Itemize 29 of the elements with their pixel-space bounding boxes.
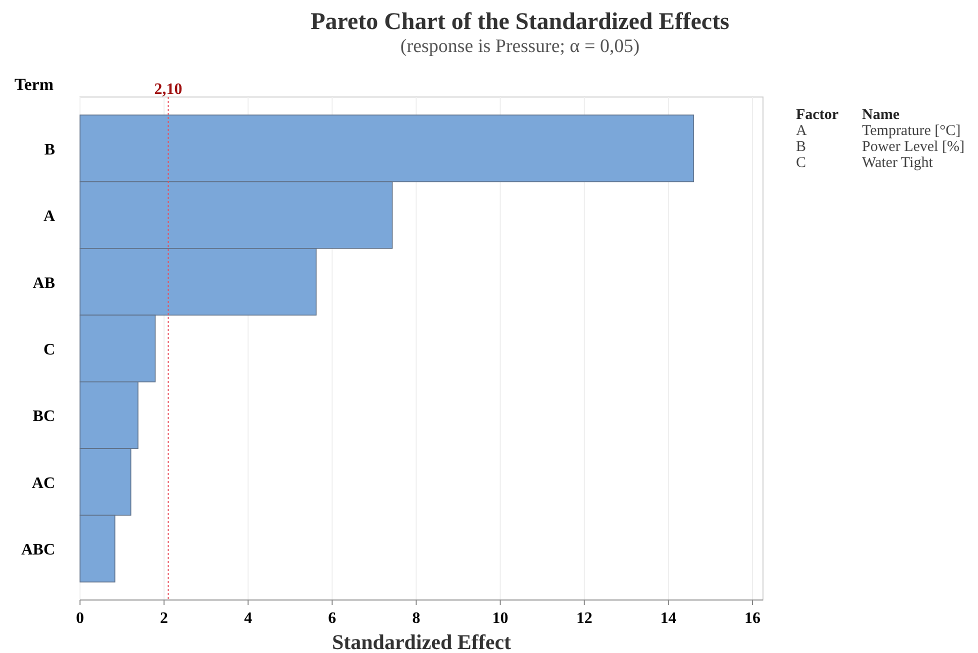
text: Temprature [°C] — [862, 123, 961, 139]
y-tick-label: AB — [32, 274, 56, 292]
y-tick-label: ABC — [21, 542, 55, 559]
y-axis-title: Term — [14, 75, 54, 94]
x-tick-label: 16 — [744, 610, 760, 627]
x-tick-label: 12 — [576, 610, 592, 627]
y-tick-label: BC — [32, 408, 55, 426]
y-tick-label: A — [43, 208, 56, 226]
ref-line-label: 2,10 — [154, 81, 182, 98]
x-tick-label: 8 — [412, 610, 420, 627]
x-tick-label: 4 — [244, 610, 252, 627]
chart-subtitle: (response is Pressure; α = 0,05) — [400, 36, 640, 57]
text: Water Tight — [862, 155, 934, 171]
chart-title: Pareto Chart of the Standardized Effects — [310, 9, 730, 35]
text: C — [796, 155, 806, 171]
text: Factor — [796, 107, 839, 123]
y-tick-label: AC — [32, 474, 55, 492]
x-tick-label: 2 — [160, 610, 168, 627]
x-tick-label: 6 — [328, 610, 336, 627]
text: Name — [862, 107, 900, 123]
x-axis-title: Standardized Effect — [332, 630, 512, 653]
x-tick-label: 0 — [76, 610, 84, 627]
y-tick-label: B — [44, 141, 56, 158]
text: Power Level [%] — [862, 139, 964, 155]
x-tick-label: 10 — [492, 610, 508, 627]
text: A — [796, 123, 807, 139]
x-tick-label: 14 — [660, 610, 676, 627]
y-tick-label: C — [43, 342, 55, 358]
text: B — [796, 139, 806, 155]
